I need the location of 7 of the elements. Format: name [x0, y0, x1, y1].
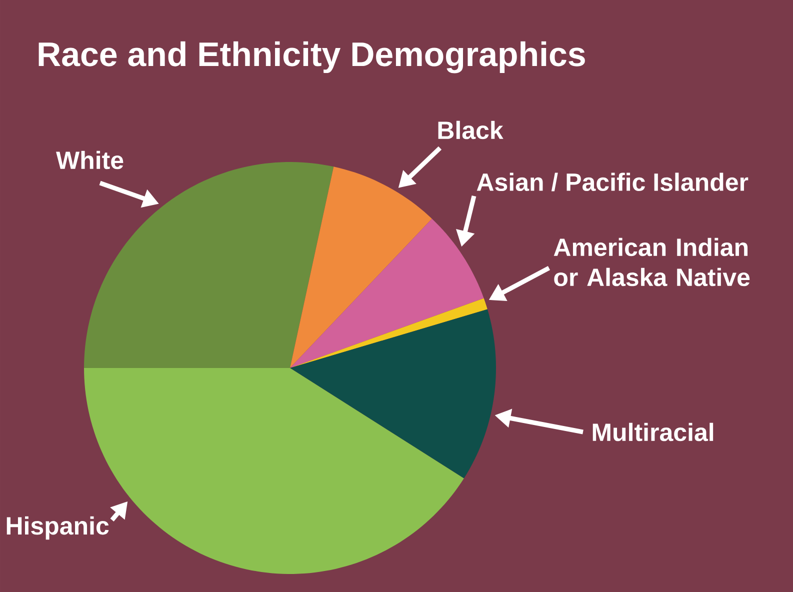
slice-label: Black [438, 120, 504, 140]
slice-label: Asian / Pacific Islander [476, 172, 748, 192]
slice-label: American Indian or Alaska Native [554, 238, 750, 286]
slice-label: White [56, 150, 124, 170]
slice-label: Multiracial [592, 422, 714, 442]
slice-label: Hispanic [6, 516, 109, 540]
chart-title: Race and Ethnicity Demographics [38, 41, 585, 74]
